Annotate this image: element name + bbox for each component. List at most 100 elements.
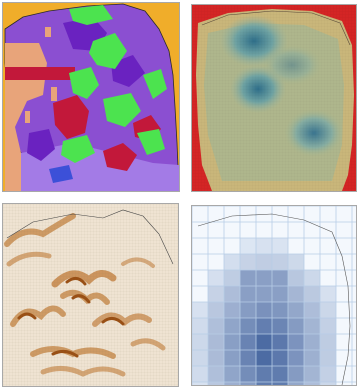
grid-cell — [304, 318, 320, 334]
grid-cell — [288, 302, 304, 318]
green-zone-3 — [69, 67, 99, 99]
grid-cell — [320, 350, 336, 366]
grid-cell — [272, 254, 288, 270]
grid-cell — [240, 302, 256, 318]
green-zone-5 — [61, 135, 95, 163]
grid-cell — [272, 238, 288, 254]
grid-cell — [272, 382, 288, 385]
grid-cell — [272, 286, 288, 302]
grid-cell — [256, 318, 272, 334]
grid-cell — [240, 350, 256, 366]
grid-cell — [240, 366, 256, 382]
grid-cell — [272, 334, 288, 350]
grid-cell — [256, 350, 272, 366]
grid-choropleth-map — [192, 206, 356, 385]
grid-cell — [240, 382, 256, 385]
green-zone-1 — [69, 5, 113, 25]
grid-cell — [208, 270, 224, 286]
coastline — [201, 10, 351, 46]
grid-cell — [208, 350, 224, 366]
grid-cell — [320, 302, 336, 318]
grid-cell — [224, 254, 240, 270]
grid-cell — [304, 382, 320, 385]
grid-cell — [256, 302, 272, 318]
grid-cell — [288, 254, 304, 270]
grid-cell — [192, 366, 208, 382]
grid-cell — [272, 350, 288, 366]
grid-cell — [272, 270, 288, 286]
grid-cell — [192, 318, 208, 334]
grid-cell — [272, 366, 288, 382]
park-band — [5, 67, 75, 80]
grid-cell — [288, 286, 304, 302]
green-zone-6 — [137, 129, 165, 155]
grid-cell — [320, 334, 336, 350]
grid-cell — [208, 286, 224, 302]
grid-cell — [240, 334, 256, 350]
grid-cell — [288, 382, 304, 385]
grid-cell — [304, 350, 320, 366]
grid-cell — [208, 334, 224, 350]
coastline — [6, 209, 174, 265]
grid-cell — [240, 270, 256, 286]
grid-cell — [208, 318, 224, 334]
grid-cell — [192, 334, 208, 350]
grid-cell — [320, 286, 336, 302]
grid-choropleth-panel — [191, 205, 357, 386]
grid-cell — [304, 286, 320, 302]
grid-cell — [320, 366, 336, 382]
gradient-texture-map — [3, 204, 178, 386]
grid-cell — [240, 254, 256, 270]
grid-cell — [208, 366, 224, 382]
peach-speck-1 — [51, 87, 57, 101]
grid-lines — [192, 206, 356, 385]
grid-cell — [208, 382, 224, 385]
grid-cell — [224, 334, 240, 350]
peach-speck-3 — [45, 27, 51, 37]
grid-cell — [224, 318, 240, 334]
grid-cell — [272, 302, 288, 318]
density-heatmap-panel — [191, 4, 357, 192]
blue-zone — [49, 165, 73, 183]
categorical-map — [3, 3, 179, 191]
grid-cell — [304, 334, 320, 350]
violet-zone-2 — [27, 129, 55, 161]
grid-cell — [208, 302, 224, 318]
grid-cell — [224, 286, 240, 302]
grid-cell — [288, 334, 304, 350]
grid-cell — [288, 366, 304, 382]
grid-cell — [256, 270, 272, 286]
grid-cell — [240, 238, 256, 254]
grid-cell — [224, 350, 240, 366]
grid-cell — [256, 366, 272, 382]
grid-cell — [256, 238, 272, 254]
grid-cell — [320, 318, 336, 334]
texture-grid — [3, 204, 178, 386]
grid-cell — [192, 350, 208, 366]
grid-cell — [192, 302, 208, 318]
peach-speck-2 — [25, 111, 30, 123]
grid-cell — [224, 366, 240, 382]
grid-cell — [256, 382, 272, 385]
crimson-zone-2 — [103, 143, 137, 171]
grid-cell — [224, 382, 240, 385]
green-zone-2 — [89, 33, 127, 69]
coastline — [197, 213, 351, 385]
grid-cell — [288, 350, 304, 366]
grid-cell — [224, 302, 240, 318]
grid-cells — [192, 238, 336, 385]
density-heatmap — [192, 5, 356, 191]
grid-cell — [256, 286, 272, 302]
grid-cell — [256, 254, 272, 270]
grid-cell — [240, 318, 256, 334]
green-zone-4 — [103, 93, 141, 127]
grid-cell — [288, 318, 304, 334]
green-zone-7 — [143, 69, 167, 99]
grid-cell — [304, 270, 320, 286]
grid-cell — [224, 270, 240, 286]
heat-grid — [192, 5, 356, 191]
grid-cell — [320, 382, 336, 385]
grid-cell — [240, 286, 256, 302]
violet-zone-3 — [111, 55, 145, 87]
grid-cell — [304, 302, 320, 318]
